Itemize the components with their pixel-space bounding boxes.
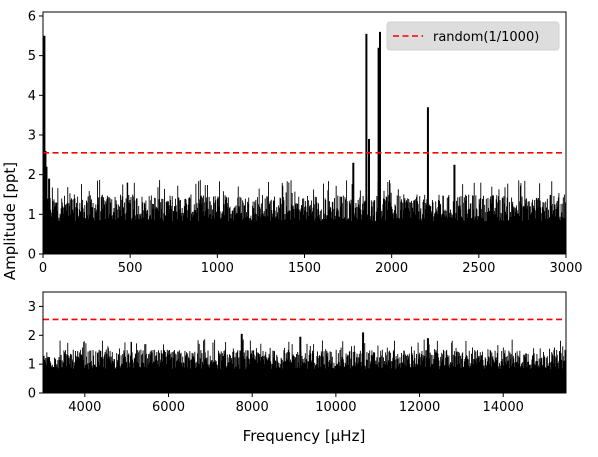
x-tick-label: 500 [118, 261, 143, 276]
y-tick-label: 5 [28, 49, 36, 64]
legend-label: random(1/1000) [433, 30, 539, 45]
x-tick-label: 6000 [152, 400, 185, 415]
y-tick-label: 1 [28, 208, 36, 223]
y-tick-label: 0 [28, 387, 36, 402]
x-tick-label: 12000 [399, 400, 440, 415]
legend: random(1/1000) [386, 21, 560, 51]
legend-box [386, 21, 560, 51]
y-tick-label: 6 [28, 9, 36, 24]
y-tick-label: 2 [28, 168, 36, 183]
y-axis-label: Amplitude [ppt] [1, 162, 19, 280]
x-tick-label: 10000 [315, 400, 356, 415]
y-tick-label: 0 [28, 248, 36, 263]
x-axis-label: Frequency [μHz] [243, 427, 366, 445]
x-tick-label: 1000 [201, 261, 234, 276]
x-tick-label: 2000 [375, 261, 408, 276]
x-tick-label: 3000 [549, 261, 582, 276]
x-tick-label: 4000 [68, 400, 101, 415]
plot-area [43, 318, 566, 393]
y-tick-label: 3 [28, 128, 36, 143]
plot-area [43, 31, 566, 254]
y-tick-label: 2 [28, 329, 36, 344]
y-tick-label: 4 [28, 89, 36, 104]
x-tick-label: 1500 [288, 261, 321, 276]
series-base [43, 227, 566, 254]
x-tick-label: 0 [39, 261, 47, 276]
axes-frame [42, 291, 567, 394]
bottom-panel: 4000 6000 8000 10000 12000 14000 0 1 2 3 [28, 291, 567, 415]
y-tick-label: 1 [28, 358, 36, 373]
y-tick-label: 3 [28, 300, 36, 315]
x-tick-label: 8000 [236, 400, 269, 415]
series-base [43, 373, 566, 393]
x-tick-label: 14000 [483, 400, 524, 415]
x-tick-label: 2500 [462, 261, 495, 276]
top-panel: 0 500 1000 1500 2000 2500 3000 0 1 2 3 4 5 6 random(1/… [28, 9, 583, 276]
